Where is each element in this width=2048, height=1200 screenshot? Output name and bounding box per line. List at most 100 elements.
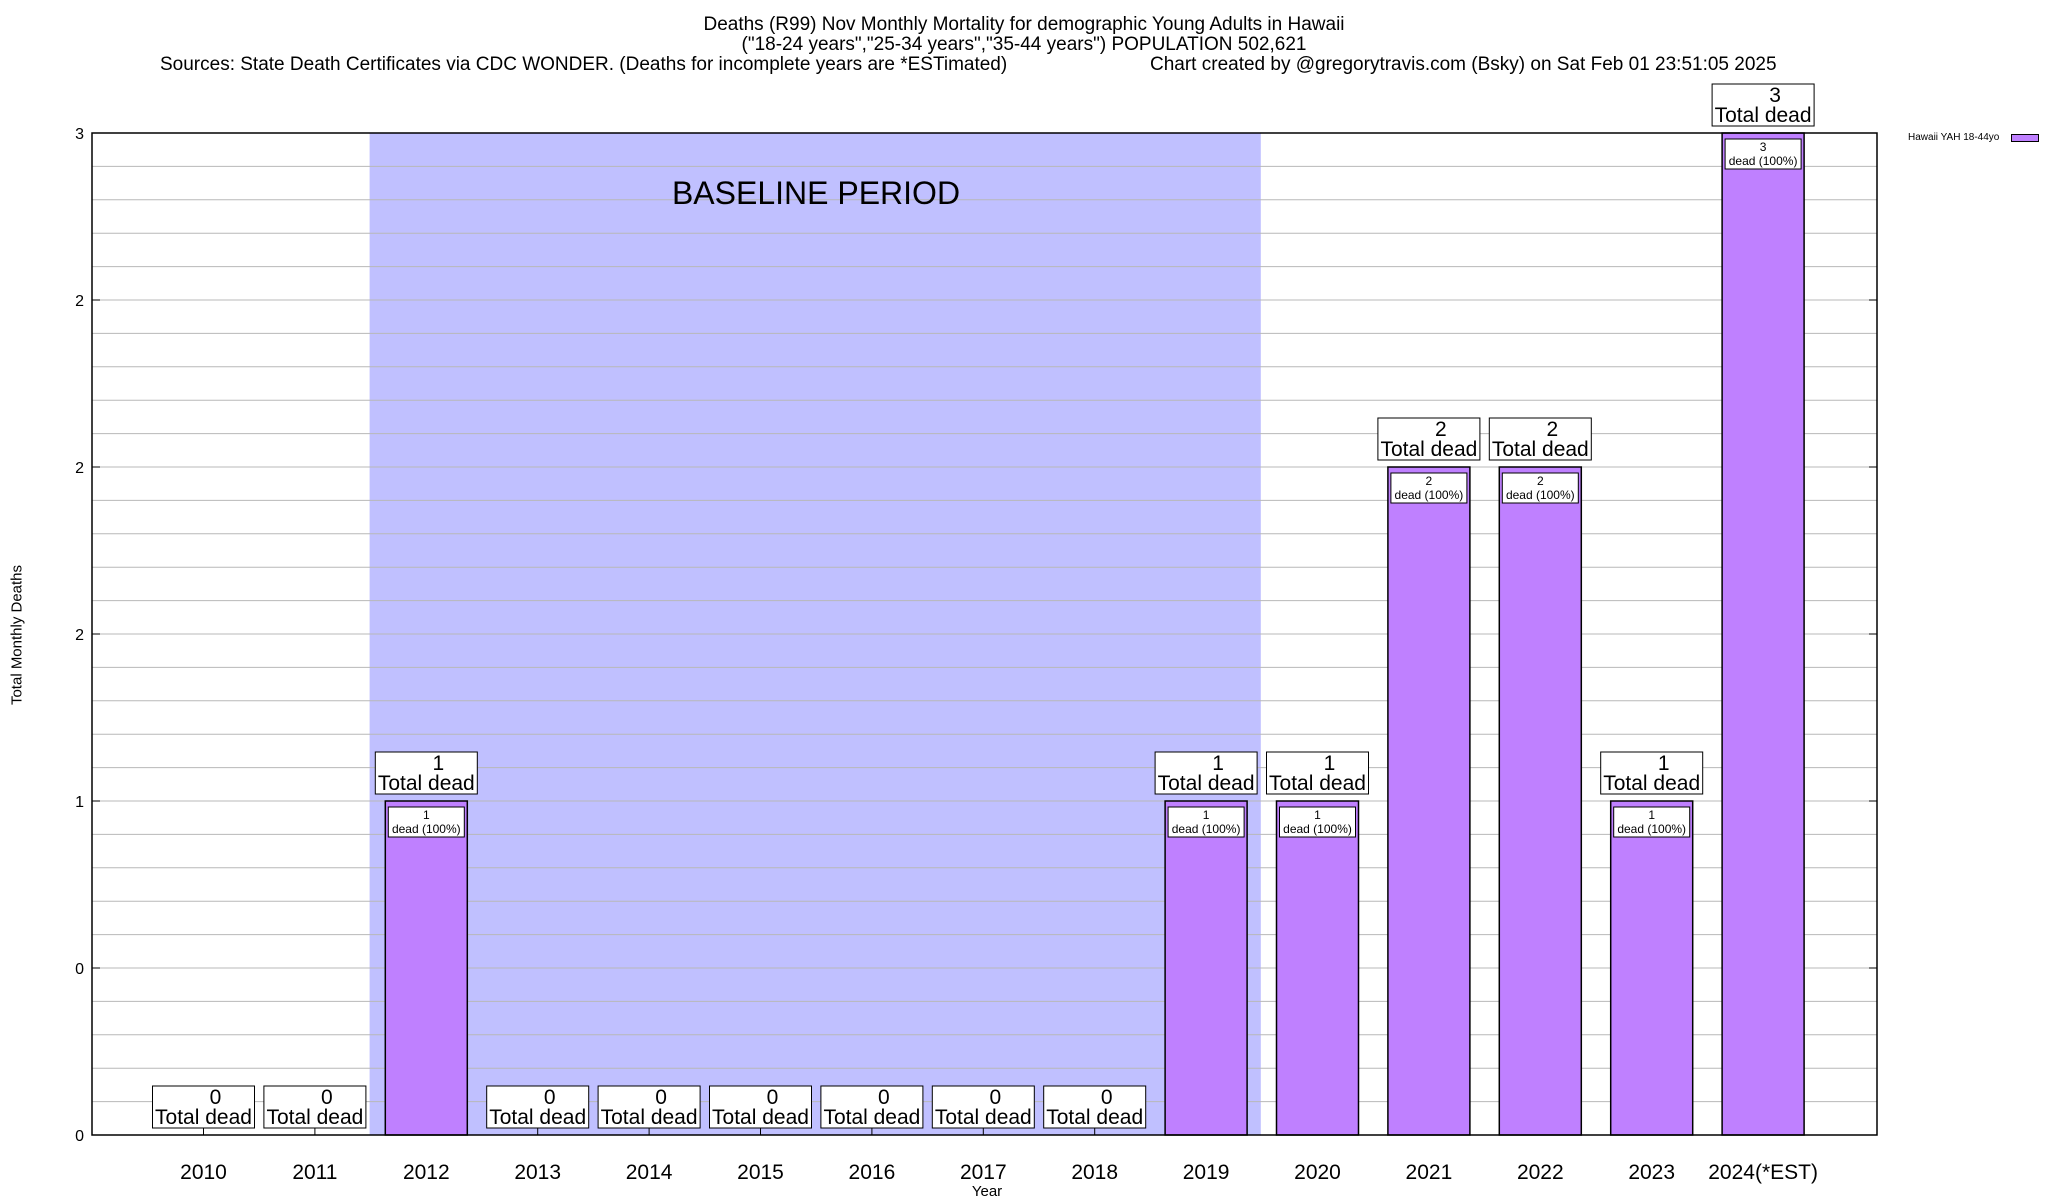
x-tick-label: 2017: [960, 1161, 1007, 1184]
bar-total-value: 2: [1546, 418, 1558, 441]
bar-total-label: Total dead: [935, 1106, 1032, 1129]
bar-total-label: Total dead: [601, 1106, 698, 1129]
bar-inner-label: dead (100%): [1172, 822, 1241, 836]
bar-total-value: 3: [1769, 84, 1781, 107]
bar-inner-value: 2: [1537, 474, 1544, 488]
bar-total-label: Total dead: [1380, 438, 1477, 461]
bar-total-value: 0: [989, 1086, 1001, 1109]
bar: [1164, 800, 1248, 1136]
y-tick-label: 2: [75, 627, 84, 644]
bar: [1275, 800, 1360, 1136]
bar-inner-label: dead (100%): [1506, 488, 1575, 502]
bar-total-label: Total dead: [823, 1106, 920, 1129]
y-tick-label: 2: [75, 293, 84, 310]
bar-total-value: 0: [655, 1086, 667, 1109]
bar-total-label-box: [263, 1085, 367, 1129]
y-tick-label: 0: [75, 1128, 84, 1145]
bar-total-value: 0: [544, 1086, 556, 1109]
bar-total-label-box: [1600, 751, 1704, 795]
bar-inner-label-box: [1501, 472, 1579, 504]
x-tick-label: 2019: [1183, 1161, 1230, 1184]
bar-total-value: 0: [878, 1086, 890, 1109]
y-tick-label: 2: [75, 460, 84, 477]
bar-total-label-box: [374, 751, 478, 795]
bar-inner-label: dead (100%): [1395, 488, 1464, 502]
bar-inner-label-box: [1167, 806, 1245, 838]
baseline-period-label: BASELINE PERIOD: [671, 175, 961, 211]
bar-total-label: Total dead: [1603, 772, 1700, 795]
bar-total-label-box: [1711, 83, 1815, 127]
bar-total-label: Total dead: [1492, 438, 1589, 461]
x-tick-label: 2023: [1628, 1161, 1675, 1184]
bar: [1609, 800, 1694, 1136]
bar-inner-value: 2: [1426, 474, 1433, 488]
bar-total-value: 2: [1435, 418, 1447, 441]
bar-total-label-box: [597, 1085, 701, 1129]
bar-inner-value: 1: [1648, 808, 1655, 822]
bar-inner-label-box: [1724, 138, 1802, 170]
bar-total-label-box: [1488, 417, 1592, 461]
bar-total-label: Total dead: [266, 1106, 363, 1129]
bar-total-label: Total dead: [378, 772, 475, 795]
x-tick-label: 2011: [292, 1161, 337, 1184]
bar-total-label-box: [1043, 1085, 1147, 1129]
legend-swatch: [2011, 134, 2039, 142]
y-axis-label: Total Monthly Deaths: [8, 564, 26, 706]
bar: [1387, 466, 1471, 1136]
chart-sources: Sources: State Death Certificates via CD…: [160, 54, 1008, 75]
bar-total-value: 1: [432, 752, 444, 775]
bar-total-value: 0: [321, 1086, 333, 1109]
bar-total-label: Total dead: [155, 1106, 252, 1129]
x-tick-label: 2015: [737, 1161, 784, 1184]
bar-inner-value: 3: [1760, 140, 1767, 154]
bar-total-value: 0: [1101, 1086, 1113, 1109]
x-tick-label: 2016: [849, 1161, 896, 1184]
chart-title: Deaths (R99) Nov Monthly Mortality for d…: [703, 14, 1345, 35]
bar: [384, 800, 469, 1136]
bar-total-label-box: [1377, 417, 1481, 461]
bar-total-label-box: [931, 1085, 1035, 1129]
plot-border: [91, 132, 1878, 1136]
bar-inner-label: dead (100%): [1617, 822, 1686, 836]
bar-total-label-box: [486, 1085, 590, 1129]
bar-inner-value: 1: [1203, 808, 1210, 822]
x-tick-label: 2022: [1517, 1161, 1564, 1184]
x-tick-label: 2010: [180, 1161, 227, 1184]
bar-total-label-box: [152, 1085, 255, 1129]
bar-total-label: Total dead: [1269, 772, 1366, 795]
legend-label: Hawaii YAH 18-44yo: [1908, 132, 2000, 143]
chart-subtitle: ("18-24 years","25-34 years","35-44 year…: [741, 34, 1307, 55]
chart-credit: Chart created by @gregorytravis.com (Bsk…: [1150, 54, 1777, 75]
x-tick-label: 2024(*EST): [1708, 1161, 1818, 1184]
bar: [1498, 466, 1583, 1136]
bar-inner-value: 1: [1314, 808, 1321, 822]
y-tick-label: 3: [75, 126, 84, 143]
bar-inner-label-box: [1279, 806, 1356, 838]
x-tick-label: 2018: [1071, 1161, 1118, 1184]
bar-total-value: 1: [1324, 752, 1336, 775]
bar-inner-label-box: [1390, 472, 1468, 504]
bar-total-label-box: [709, 1085, 812, 1129]
x-tick-label: 2012: [403, 1161, 450, 1184]
bar-total-label: Total dead: [489, 1106, 586, 1129]
bar-total-label-box: [1154, 751, 1258, 795]
bar-inner-label: dead (100%): [1729, 154, 1798, 168]
bar-inner-label: dead (100%): [1283, 822, 1352, 836]
x-tick-label: 2014: [626, 1161, 673, 1184]
x-tick-label: 2013: [514, 1161, 561, 1184]
bar-inner-label: dead (100%): [392, 822, 461, 836]
bar-total-value: 1: [1212, 752, 1224, 775]
bar-total-value: 1: [1658, 752, 1670, 775]
bar-total-label: Total dead: [712, 1106, 809, 1129]
y-tick-label: 0: [75, 961, 84, 978]
x-axis-label: Year: [971, 1183, 1003, 1200]
y-tick-label: 1: [75, 794, 84, 811]
bar-inner-label-box: [387, 806, 465, 838]
bar-total-label: Total dead: [1046, 1106, 1143, 1129]
bar: [1721, 132, 1805, 1136]
bar-total-label: Total dead: [1715, 104, 1812, 127]
bar-inner-label-box: [1613, 806, 1691, 838]
bar-total-value: 0: [210, 1086, 222, 1109]
bar-total-value: 0: [767, 1086, 779, 1109]
